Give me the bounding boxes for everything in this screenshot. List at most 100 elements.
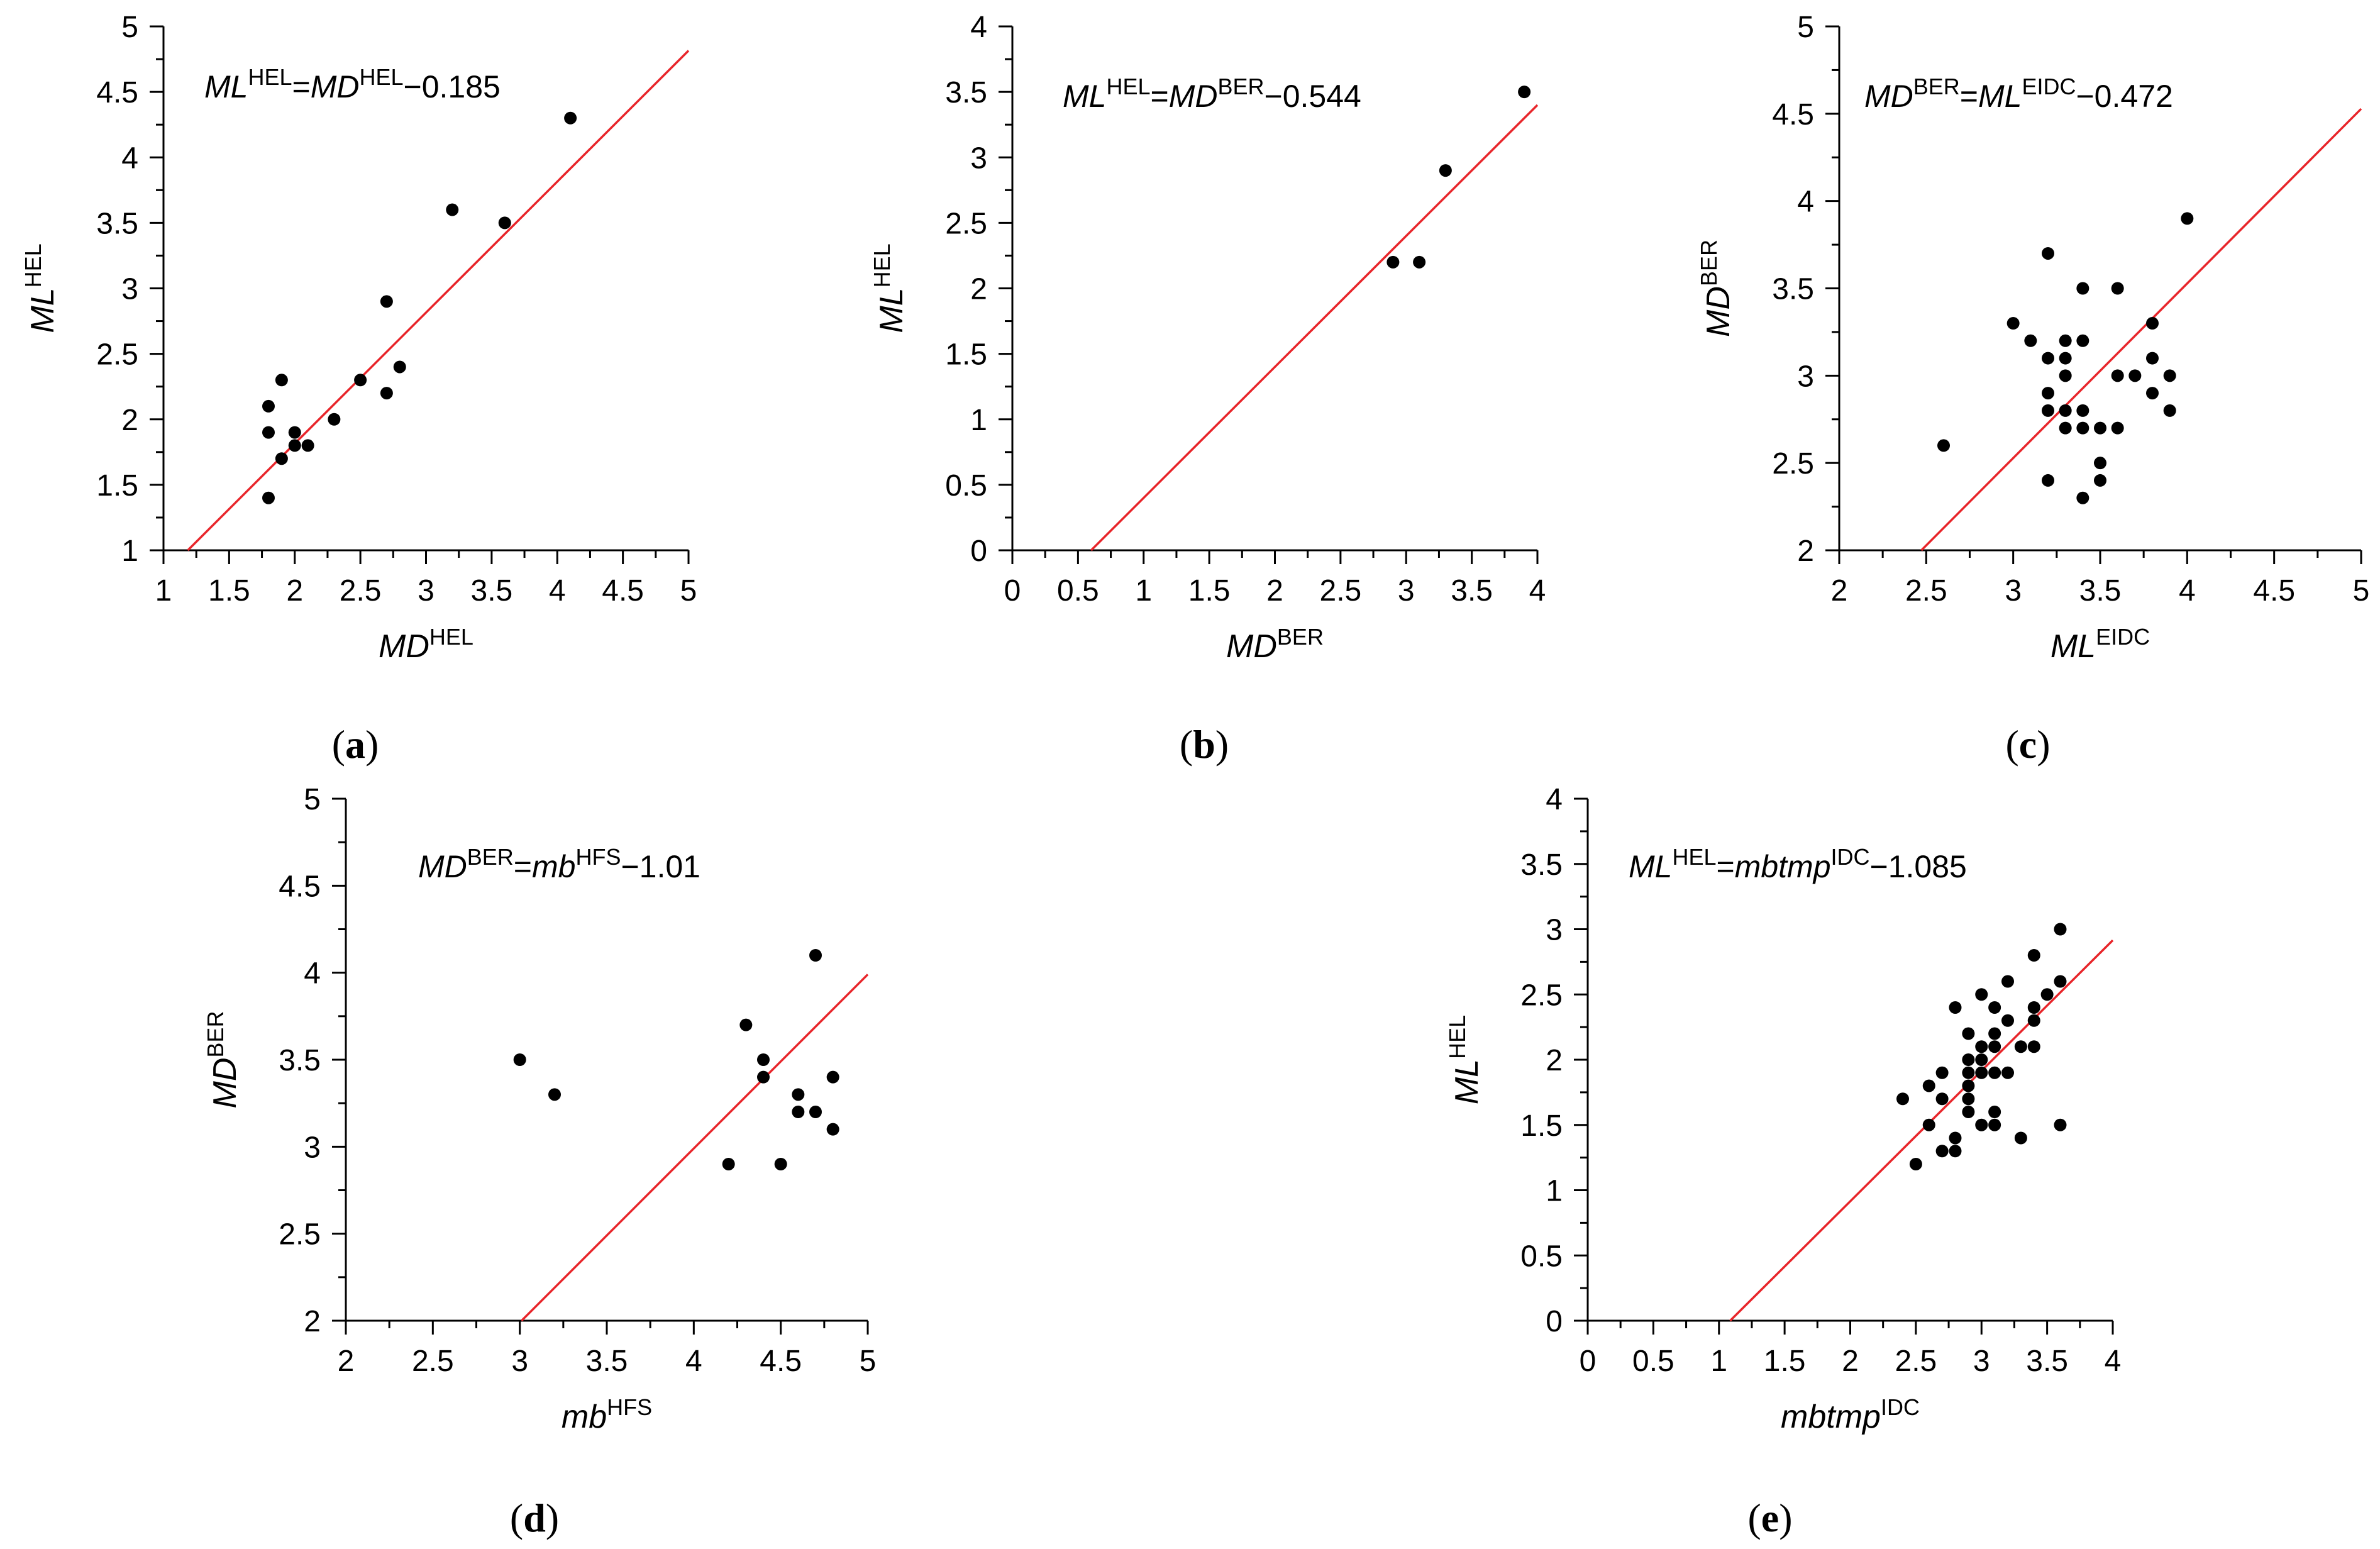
y-tick-label: 2.5: [1520, 979, 1563, 1012]
data-point: [1962, 1053, 1975, 1066]
data-point: [722, 1158, 735, 1170]
data-point: [1975, 1066, 1988, 1079]
y-tick-label: 3: [1546, 914, 1563, 947]
chart-panel-e: 0 0.5 1 1.5 2 2.5 3 3.5 4 0 0.5 1 1.5 2 2.5 3 3.5 4 mbtmpI…: [1444, 783, 2122, 1540]
data-point: [1896, 1092, 1909, 1106]
data-point: [1949, 1145, 1962, 1158]
x-tick-label: 4: [685, 1345, 702, 1378]
data-point: [1988, 1040, 2001, 1053]
data-point: [2042, 474, 2054, 487]
data-point: [354, 374, 367, 387]
x-tick-label: 3: [1398, 574, 1415, 608]
y-tick-label: 5: [121, 11, 138, 44]
data-point: [826, 1070, 839, 1084]
x-axis-label: MDHEL: [379, 624, 473, 665]
regression-line: [1090, 104, 1539, 552]
y-tick-label: 3.5: [945, 76, 987, 109]
data-point: [2059, 352, 2072, 365]
y-tick-label: 1: [970, 404, 987, 437]
x-tick-label: 1.5: [1764, 1345, 1806, 1378]
data-point: [2094, 421, 2106, 435]
x-tick-label: 2.5: [1905, 574, 1947, 608]
data-point: [792, 1106, 805, 1118]
data-point: [564, 111, 577, 125]
y-tick-label: 4: [121, 142, 138, 175]
y-tick-label: 1.5: [1520, 1109, 1563, 1143]
y-tick-label: 4.5: [279, 870, 321, 903]
data-point: [2181, 212, 2194, 225]
regression-equation: MDBER=MLEIDC−0.472: [1864, 74, 2173, 114]
x-tick-label: 4: [549, 574, 566, 608]
y-tick-label: 5: [304, 783, 321, 816]
data-point: [262, 399, 275, 413]
data-point: [2094, 474, 2106, 487]
x-axis-label: MLEIDC: [2051, 624, 2150, 665]
data-point: [1386, 255, 1400, 269]
data-point: [1962, 1106, 1975, 1118]
y-tick-label: 2.5: [279, 1218, 321, 1252]
x-tick-label: 4: [1529, 574, 1546, 608]
data-point: [2059, 421, 2072, 435]
data-point: [2111, 282, 2124, 295]
data-point: [1922, 1118, 1935, 1131]
x-tick-label: 3: [418, 574, 434, 608]
x-tick-label: 0.5: [1632, 1345, 1674, 1378]
data-point: [1909, 1158, 1922, 1170]
x-tick-label: 3.5: [471, 574, 513, 608]
data-point: [2027, 1014, 2040, 1027]
x-tick-label: 3: [511, 1345, 528, 1378]
x-axis-label: mbHFS: [562, 1394, 652, 1436]
data-point: [2128, 369, 2142, 382]
x-tick-label: 3.5: [586, 1345, 628, 1378]
y-tick-label: 4: [1797, 186, 1814, 219]
x-tick-label: 4.5: [2253, 574, 2295, 608]
data-point: [2001, 975, 2014, 988]
y-axis-label: MLHEL: [869, 243, 910, 333]
data-point: [2006, 317, 2020, 330]
x-tick-label: 5: [2353, 574, 2370, 608]
data-point: [1935, 1145, 1949, 1158]
x-tick-label: 1: [1135, 574, 1152, 608]
y-tick-label: 2.5: [945, 207, 987, 240]
data-point: [2076, 282, 2089, 295]
data-point: [275, 452, 288, 465]
x-tick-label: 4.5: [760, 1345, 802, 1378]
data-point: [2076, 334, 2089, 347]
y-axis-label: MLHEL: [20, 243, 62, 333]
data-point: [1937, 439, 1950, 452]
x-tick-label: 2.5: [340, 574, 382, 608]
data-point: [826, 1123, 839, 1136]
data-point: [446, 203, 459, 216]
data-point: [809, 1106, 822, 1118]
data-point: [2111, 421, 2124, 435]
data-point: [2024, 334, 2037, 347]
x-tick-label: 2.5: [1895, 1345, 1937, 1378]
data-point: [1975, 1053, 1988, 1066]
y-axis-label: MLHEL: [1444, 1015, 1486, 1104]
data-point: [2040, 988, 2054, 1001]
x-tick-label: 2: [286, 574, 303, 608]
y-tick-label: 2.5: [1772, 447, 1814, 480]
data-point: [2001, 1014, 2014, 1027]
data-point: [2054, 975, 2067, 988]
data-point: [1962, 1079, 1975, 1092]
data-point: [2054, 1118, 2067, 1131]
y-tick-label: 3.5: [96, 207, 138, 240]
y-tick-label: 2: [1797, 535, 1814, 568]
data-point: [1413, 255, 1426, 269]
y-tick-label: 3.5: [1520, 848, 1563, 882]
data-point: [380, 387, 393, 400]
y-tick-label: 3: [1797, 360, 1814, 393]
x-axis-label: MDBER: [1226, 624, 1324, 665]
regression-equation: MLHEL=MDBER−0.544: [1063, 74, 1361, 114]
y-tick-label: 3.5: [279, 1044, 321, 1077]
y-tick-label: 0.5: [945, 469, 987, 502]
x-tick-label: 2: [338, 1345, 355, 1378]
data-point: [2076, 491, 2089, 504]
y-tick-label: 1.5: [96, 469, 138, 502]
data-point: [2076, 404, 2089, 417]
data-point: [1962, 1092, 1975, 1106]
x-tick-label: 4.5: [602, 574, 644, 608]
data-point: [774, 1158, 787, 1170]
